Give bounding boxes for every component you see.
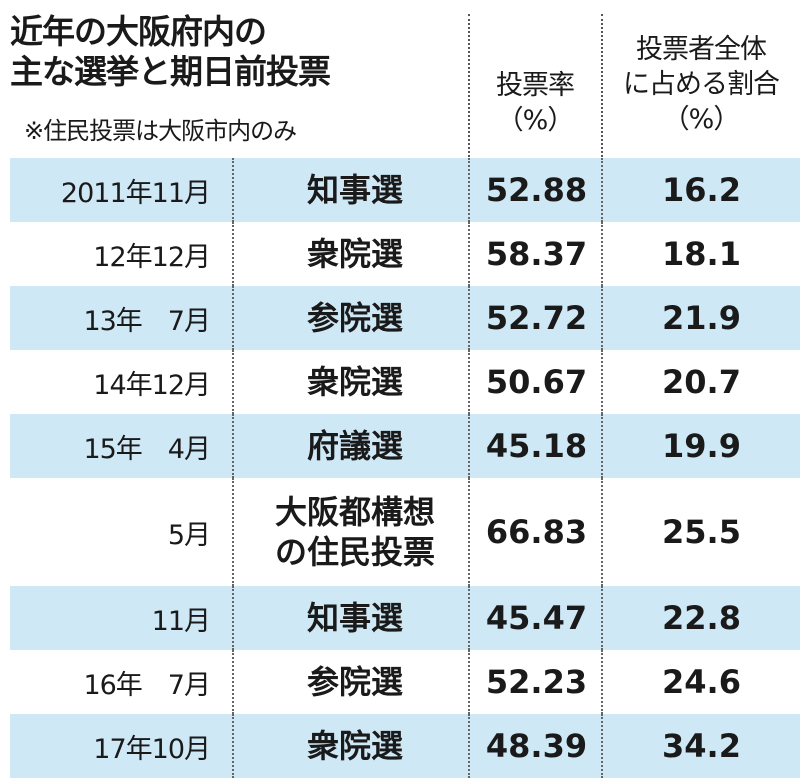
table-row: 14年12月 衆院選 50.67 20.7	[10, 350, 800, 414]
column-divider	[468, 286, 470, 350]
table-row: 12年12月 衆院選 58.37 18.1	[10, 222, 800, 286]
election-date: 12年12月	[93, 241, 211, 273]
election-date: 11月	[151, 605, 211, 637]
share-value: 16.2	[662, 171, 741, 209]
share-value: 20.7	[662, 363, 741, 401]
column-divider	[468, 222, 470, 286]
turnout-value: 52.88	[485, 171, 588, 209]
turnout-value: 66.83	[485, 513, 588, 551]
column-divider	[601, 350, 603, 414]
column-divider	[601, 158, 603, 222]
share-value: 34.2	[662, 727, 741, 765]
column-divider	[601, 222, 603, 286]
share-value: 24.6	[662, 663, 741, 701]
column-divider	[601, 714, 603, 778]
header-divider	[468, 14, 470, 157]
share-value: 22.8	[662, 599, 741, 637]
turnout-value: 45.18	[485, 427, 588, 465]
table-row: 5月 大阪都構想 の住民投票 66.83 25.5	[10, 478, 800, 586]
table-row: 11月 知事選 45.47 22.8	[10, 586, 800, 650]
column-divider	[468, 478, 470, 586]
table-row: 2011年11月 知事選 52.88 16.2	[10, 158, 800, 222]
column-divider	[468, 350, 470, 414]
column-divider	[232, 286, 234, 350]
column-divider	[232, 350, 234, 414]
table-row: 16年 7月 参院選 52.23 24.6	[10, 650, 800, 714]
chart-title: 近年の大阪府内の 主な選挙と期日前投票	[10, 12, 331, 92]
turnout-value: 48.39	[485, 727, 588, 765]
turnout-value: 50.67	[485, 363, 588, 401]
column-header-turnout: 投票率 （%）	[470, 68, 600, 138]
turnout-value: 58.37	[485, 235, 588, 273]
column-header-turnout-line-2: （%）	[496, 105, 575, 136]
table-row: 15年 4月 府議選 45.18 19.9	[10, 414, 800, 478]
election-name: 参院選	[306, 299, 403, 337]
turnout-value: 45.47	[485, 599, 588, 637]
column-divider	[232, 414, 234, 478]
election-name: 衆院選	[306, 727, 403, 765]
election-date: 14年12月	[93, 369, 211, 401]
turnout-value: 52.23	[485, 663, 588, 701]
table-row: 17年10月 衆院選 48.39 34.2	[10, 714, 800, 778]
column-divider	[468, 586, 470, 650]
column-divider	[468, 414, 470, 478]
share-value: 21.9	[662, 299, 741, 337]
election-name: 知事選	[306, 599, 403, 637]
share-value: 25.5	[662, 513, 741, 551]
election-date: 15年 4月	[83, 433, 211, 465]
column-divider	[468, 650, 470, 714]
election-date: 2011年11月	[60, 177, 211, 209]
election-date: 5月	[167, 519, 211, 551]
election-name: 知事選	[306, 171, 403, 209]
share-value: 19.9	[662, 427, 741, 465]
column-header-share: 投票者全体 に占める割合 （%）	[603, 32, 799, 137]
column-divider	[601, 586, 603, 650]
header-divider	[601, 14, 603, 157]
column-divider	[232, 478, 234, 586]
column-header-share-line-2: に占める割合	[623, 69, 780, 100]
election-date: 13年 7月	[83, 305, 211, 337]
election-name: 衆院選	[306, 363, 403, 401]
election-date: 17年10月	[93, 733, 211, 765]
column-divider	[601, 286, 603, 350]
column-divider	[468, 714, 470, 778]
table-row: 13年 7月 参院選 52.72 21.9	[10, 286, 800, 350]
column-divider	[232, 714, 234, 778]
election-name: 大阪都構想 の住民投票	[240, 478, 470, 586]
column-divider	[232, 650, 234, 714]
election-name: 参院選	[306, 663, 403, 701]
footnote: ※住民投票は大阪市内のみ	[24, 117, 297, 145]
share-value: 18.1	[662, 235, 741, 273]
election-name: 府議選	[306, 427, 403, 465]
election-name-line-2: の住民投票	[274, 533, 435, 571]
turnout-value: 52.72	[485, 299, 588, 337]
title-line-1: 近年の大阪府内の	[10, 12, 267, 51]
column-divider	[468, 158, 470, 222]
column-divider	[601, 650, 603, 714]
column-divider	[232, 586, 234, 650]
column-divider	[601, 414, 603, 478]
column-divider	[232, 222, 234, 286]
election-name: 衆院選	[306, 235, 403, 273]
election-name-line-1: 大阪都構想	[274, 493, 435, 531]
election-date: 16年 7月	[83, 669, 211, 701]
column-divider	[601, 478, 603, 586]
data-table: 2011年11月 知事選 52.88 16.2 12年12月 衆院選 58.37 18.1 13…	[10, 158, 800, 778]
column-divider	[232, 158, 234, 222]
column-header-share-line-1: 投票者全体	[636, 34, 767, 65]
column-header-share-line-3: （%）	[662, 104, 741, 135]
title-line-2: 主な選挙と期日前投票	[10, 52, 331, 91]
column-header-turnout-line-1: 投票率	[496, 70, 575, 101]
